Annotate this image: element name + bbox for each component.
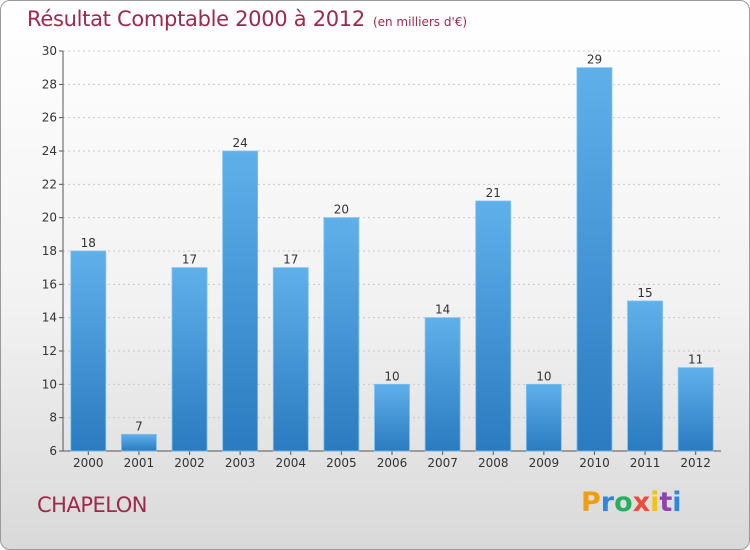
y-tick-label: 8 — [49, 411, 57, 425]
x-tick-label: 2002 — [174, 456, 205, 470]
x-tick-label: 2010 — [579, 456, 610, 470]
y-tick-label: 10 — [42, 377, 57, 391]
x-tick-label: 2006 — [377, 456, 408, 470]
y-tick-label: 26 — [42, 111, 57, 125]
y-tick-label: 18 — [42, 244, 57, 258]
y-tick-label: 28 — [42, 77, 57, 91]
x-tick-label: 2012 — [680, 456, 711, 470]
logo-letter: i — [650, 487, 660, 518]
bar — [525, 383, 562, 452]
data-label: 29 — [587, 53, 602, 67]
data-label: 20 — [334, 203, 349, 217]
x-tick-label: 2007 — [427, 456, 458, 470]
chart-title: Résultat Comptable 2000 à 2012 (en millie… — [27, 7, 467, 31]
bar — [424, 317, 461, 452]
bar — [576, 67, 613, 452]
proxiti-logo[interactable]: Proxiti — [581, 487, 682, 518]
data-label: 10 — [384, 369, 399, 383]
title-text: Résultat Comptable 2000 à 2012 — [27, 7, 365, 31]
y-tick-label: 30 — [42, 44, 57, 58]
grid-lines — [63, 50, 721, 419]
bar — [272, 267, 309, 452]
bar — [222, 150, 259, 452]
y-tick-label: 22 — [42, 177, 57, 191]
bar — [121, 433, 157, 452]
labels: 6 8 10 12 14 16 18 20 22 24 26 28 30 18 2000 7 2001 17 200… — [42, 44, 711, 470]
x-tick-label: 2003 — [225, 456, 256, 470]
x-tick-label: 2000 — [73, 456, 104, 470]
y-tick-label: 16 — [42, 277, 57, 291]
x-tick-label: 2009 — [529, 456, 560, 470]
data-label: 24 — [233, 136, 248, 150]
commune-name: CHAPELON — [37, 493, 147, 517]
bar — [627, 300, 663, 452]
bar — [171, 267, 208, 452]
logo-letter: o — [614, 487, 633, 518]
logo-letter: x — [632, 487, 651, 518]
logo-letter: i — [672, 487, 682, 518]
logo-letter: P — [581, 487, 601, 518]
data-label: 18 — [81, 236, 96, 250]
x-tick-label: 2004 — [275, 456, 306, 470]
data-label: 15 — [637, 286, 652, 300]
data-label: 7 — [135, 419, 143, 433]
x-tick-label: 2008 — [478, 456, 509, 470]
y-tick-label: 20 — [42, 211, 57, 225]
x-tick-label: 2011 — [630, 456, 661, 470]
data-label: 21 — [486, 186, 501, 200]
data-label: 10 — [536, 369, 551, 383]
bar — [677, 367, 714, 452]
y-tick-label: 14 — [42, 311, 57, 325]
logo-letter: t — [659, 487, 673, 518]
bar — [374, 383, 410, 452]
chart-subtitle: (en milliers d'€) — [372, 15, 468, 29]
y-tick-label: 12 — [42, 344, 57, 358]
bar — [70, 250, 107, 452]
x-tick-label: 2001 — [124, 456, 155, 470]
bars — [70, 67, 714, 452]
data-label: 17 — [283, 253, 298, 267]
data-label: 11 — [688, 353, 703, 367]
x-tick-label: 2005 — [326, 456, 357, 470]
y-tick-label: 24 — [42, 144, 57, 158]
bar — [475, 200, 512, 452]
y-tick-label: 6 — [49, 444, 57, 458]
bar — [323, 217, 360, 452]
data-label: 14 — [435, 303, 450, 317]
logo-letter: r — [600, 487, 615, 518]
data-label: 17 — [182, 253, 197, 267]
